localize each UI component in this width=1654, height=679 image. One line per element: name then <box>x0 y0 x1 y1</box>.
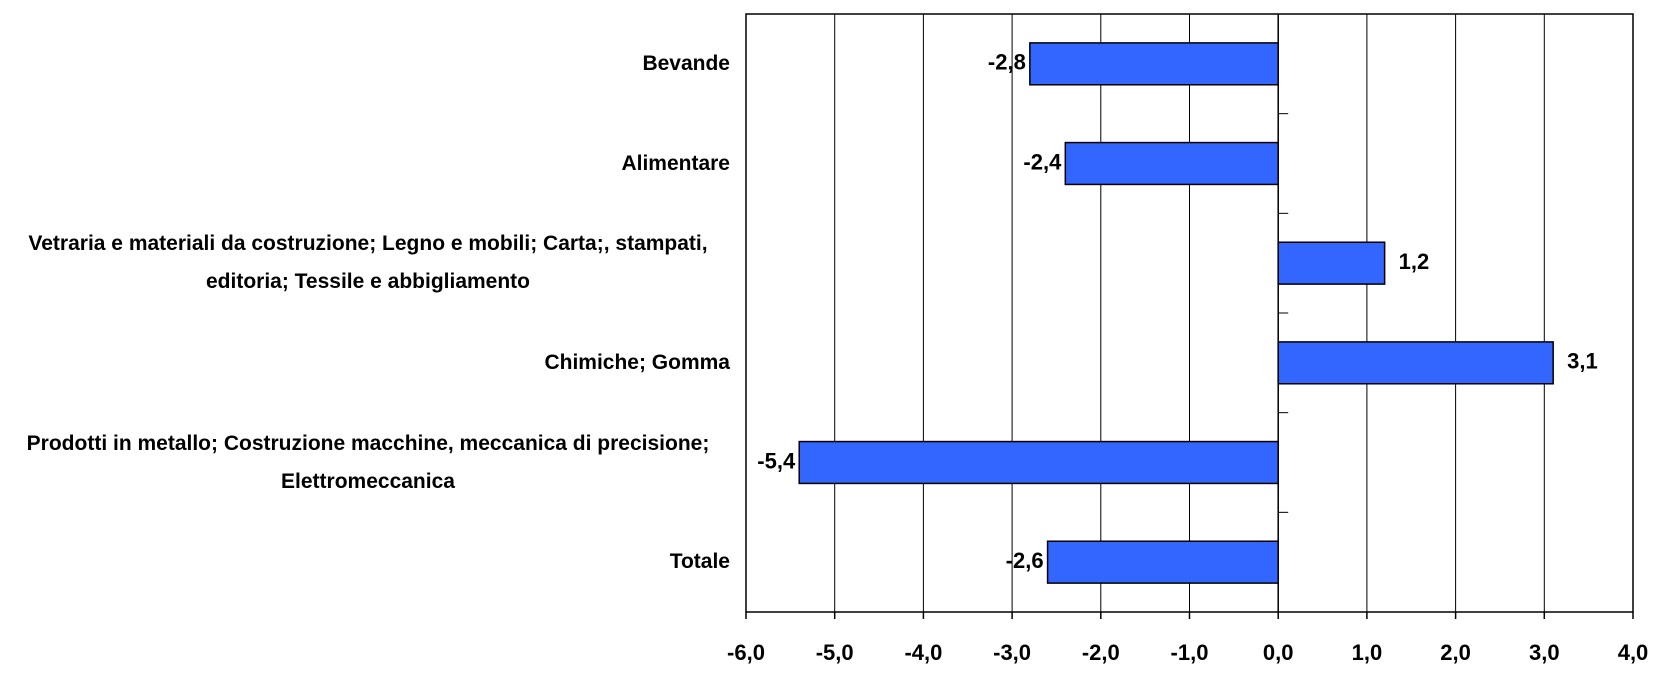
category-text: Chimiche; Gomma <box>544 350 730 374</box>
y-tick-label: Chimiche; Gomma <box>6 344 730 382</box>
bar <box>1064 141 1279 186</box>
bar <box>1277 241 1386 285</box>
plot-frame <box>745 13 1634 613</box>
bar <box>798 440 1279 485</box>
bar <box>1277 341 1554 385</box>
x-tick-label: -2,0 <box>1082 640 1120 665</box>
value-label: -2,6 <box>1006 548 1044 573</box>
bar <box>1046 540 1279 584</box>
y-tick-label: Bevande <box>6 45 730 83</box>
category-text: Alimentare <box>621 151 730 175</box>
x-tick-label: 3,0 <box>1529 640 1560 665</box>
x-tick-label: -3,0 <box>993 640 1031 665</box>
category-text: Bevande <box>642 51 730 75</box>
value-label: 1,2 <box>1399 249 1430 274</box>
category-text: Prodotti in metallo; Costruzione macchin… <box>26 431 710 493</box>
y-tick-label: Alimentare <box>6 145 730 183</box>
y-tick-label: Vetraria e materiali da costruzione; Leg… <box>6 225 730 301</box>
x-tick-label: -4,0 <box>904 640 942 665</box>
x-tick-label: 1,0 <box>1352 640 1383 665</box>
x-tick-label: -6,0 <box>727 640 765 665</box>
value-label: 3,1 <box>1567 349 1598 374</box>
x-tick-label: 2,0 <box>1440 640 1471 665</box>
x-tick-label: -5,0 <box>816 640 854 665</box>
bar <box>1029 42 1279 86</box>
x-tick-label: 4,0 <box>1618 640 1649 665</box>
value-label: -2,8 <box>988 50 1026 75</box>
category-text: Vetraria e materiali da costruzione; Leg… <box>28 232 708 294</box>
x-tick-label: -1,0 <box>1171 640 1209 665</box>
y-tick-label: Prodotti in metallo; Costruzione macchin… <box>6 425 730 501</box>
y-tick-label: Totale <box>6 543 730 581</box>
category-text: Totale <box>669 550 730 574</box>
x-tick-label: 0,0 <box>1263 640 1294 665</box>
value-label: -5,4 <box>757 448 796 473</box>
value-label: -2,4 <box>1023 149 1062 174</box>
